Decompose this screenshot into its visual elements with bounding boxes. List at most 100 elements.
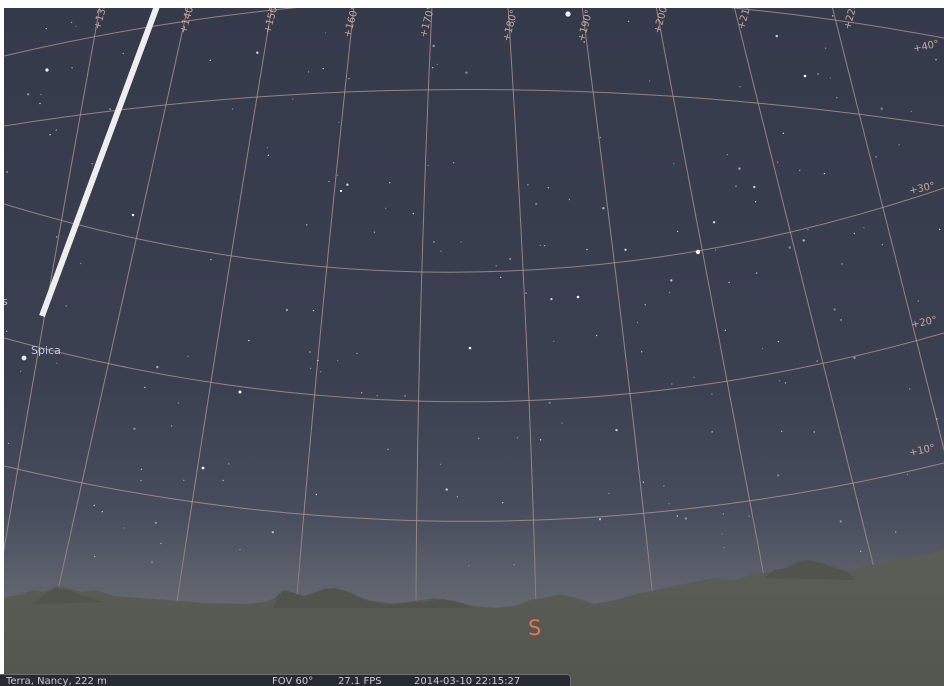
star (337, 174, 339, 177)
star (144, 386, 146, 389)
star (433, 241, 435, 243)
star (56, 236, 58, 238)
spica-star[interactable] (21, 355, 27, 361)
star (909, 388, 911, 390)
star (495, 265, 497, 267)
star (373, 231, 376, 233)
star (712, 221, 716, 224)
star (553, 340, 555, 343)
star (898, 144, 900, 146)
sky-canvas[interactable]: +130° +140° +150° +160° +170° +180° +190° +200°… (4, 8, 944, 686)
ra-label: +150° (262, 8, 281, 35)
ra-label: +210° (736, 8, 755, 31)
ra-label: +200° (652, 8, 671, 35)
star (636, 321, 639, 324)
star (140, 468, 143, 470)
star (836, 97, 838, 99)
bright-star[interactable] (468, 346, 472, 350)
star-label-spica[interactable]: Spica (31, 344, 61, 357)
star (550, 297, 553, 301)
star (439, 463, 442, 466)
star (782, 132, 785, 134)
star (460, 241, 462, 243)
bright-star[interactable] (339, 189, 343, 193)
star (500, 276, 502, 279)
star (668, 503, 670, 505)
star (735, 185, 737, 187)
star (738, 167, 741, 170)
bright-star[interactable] (803, 74, 807, 78)
star (122, 52, 124, 55)
star (547, 187, 550, 189)
meteor-trail (39, 8, 160, 318)
bright-star[interactable] (238, 390, 242, 394)
star (231, 108, 234, 110)
star (75, 25, 77, 28)
bright-star[interactable] (576, 295, 580, 299)
star (802, 239, 805, 242)
star (502, 502, 504, 504)
star (807, 228, 809, 231)
star (880, 107, 883, 110)
star (55, 129, 57, 131)
star (833, 308, 836, 311)
star (427, 164, 429, 167)
star (317, 359, 319, 362)
star (177, 402, 180, 404)
star (777, 474, 780, 477)
star (432, 67, 434, 69)
star (109, 108, 111, 110)
star (561, 422, 563, 424)
star (539, 244, 541, 246)
star (309, 351, 311, 353)
sky-view[interactable]: +130° +140° +150° +160° +170° +180° +190° +200°… (4, 8, 944, 686)
star (6, 171, 8, 173)
star (548, 401, 551, 404)
star (389, 182, 391, 184)
star (824, 47, 827, 49)
star (640, 351, 643, 353)
star (673, 163, 675, 165)
bright-star[interactable] (201, 466, 205, 470)
star-field (5, 11, 941, 567)
star (478, 437, 480, 439)
ra-label: +190° (576, 9, 595, 43)
star (583, 41, 585, 43)
star (535, 202, 538, 206)
star (615, 428, 618, 432)
star (65, 305, 67, 307)
bright-star[interactable] (131, 213, 135, 217)
star (266, 147, 268, 149)
bright-star[interactable] (45, 68, 49, 72)
star (935, 59, 937, 61)
star (599, 136, 601, 139)
star (5, 330, 8, 332)
star (133, 427, 136, 430)
declination-line (4, 332, 944, 403)
star (715, 249, 717, 251)
star (26, 93, 30, 96)
star (816, 360, 818, 362)
star (668, 291, 671, 294)
star (39, 102, 41, 105)
star (648, 80, 651, 82)
star (156, 365, 159, 369)
bright-star[interactable] (695, 249, 701, 255)
star (663, 485, 665, 487)
star (728, 281, 730, 284)
star (863, 227, 865, 229)
star (724, 329, 726, 331)
star (40, 93, 42, 96)
star (586, 248, 588, 251)
star (346, 183, 349, 186)
star (739, 86, 741, 88)
star (306, 224, 308, 226)
dec-label: +40° (912, 39, 940, 55)
star (602, 207, 605, 210)
star (404, 395, 406, 397)
star (917, 300, 919, 302)
bright-star[interactable] (565, 11, 571, 17)
star (320, 371, 322, 373)
star (267, 154, 270, 156)
